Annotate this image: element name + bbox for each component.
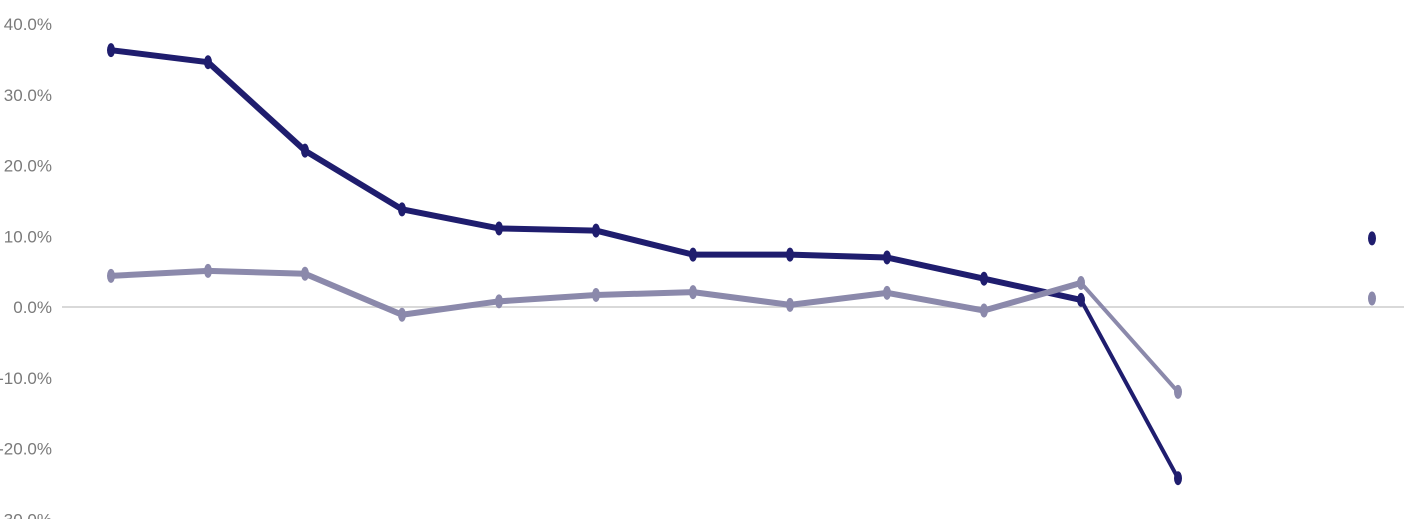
y-tick-label: -10.0% [0, 369, 52, 388]
series-1-point [980, 271, 988, 286]
series-1-point [398, 202, 406, 217]
y-tick-label: 10.0% [4, 227, 52, 246]
series-1-point [107, 43, 115, 58]
series-2-point [1368, 291, 1376, 306]
series-2-line-segment [690, 289, 793, 308]
series-2-line-segment [1079, 280, 1180, 394]
series-1-line-segment [496, 225, 599, 234]
series-2-point [786, 297, 794, 312]
series-1-line-segment [205, 59, 308, 154]
series-1-line-segment [884, 254, 987, 282]
y-tick-label: -30.0% [0, 510, 52, 519]
y-axis: 40.0% 30.0% 20.0% 10.0% 0.0% -10.0% -20.0% -30.… [0, 15, 52, 519]
series-1-line-segment [1079, 297, 1180, 481]
series-2-line-segment [593, 289, 696, 298]
series-2-line-segment [496, 291, 599, 305]
series-2-point [980, 303, 988, 318]
series-1-line-segment [302, 147, 405, 213]
series-2-line-segment [399, 298, 502, 318]
series-2-point [592, 287, 600, 302]
y-tick-label: 0.0% [13, 298, 52, 317]
series-1-line-segment [981, 275, 1084, 303]
series-1-line-segment [399, 206, 502, 232]
series-1-point [689, 247, 697, 262]
series-2-point [495, 294, 503, 309]
series-2-line-segment [108, 267, 211, 279]
series-1-line-segment [593, 227, 696, 258]
y-tick-label: 20.0% [4, 157, 52, 176]
series-2-line-segment [884, 289, 987, 314]
series-2-point [883, 285, 891, 300]
series-1-point [1368, 231, 1376, 246]
series-2-line-segment [787, 289, 890, 308]
series-1-point [1174, 471, 1182, 486]
series-1-point [592, 223, 600, 238]
series-layer [107, 43, 1376, 486]
y-tick-label: 30.0% [4, 86, 52, 105]
y-tick-label: -20.0% [0, 440, 52, 459]
series-1-line-segment [108, 47, 211, 66]
series-1-point [495, 221, 503, 236]
series-2-point [204, 263, 212, 278]
series-1-point [1077, 292, 1085, 307]
series-1-point [786, 247, 794, 262]
series-1-point [204, 55, 212, 70]
series-2-point [689, 285, 697, 300]
series-1-point [301, 143, 309, 158]
series-1-point [883, 250, 891, 265]
series-2-point [301, 266, 309, 281]
series-2-line-segment [205, 267, 308, 277]
series-2-line-segment [302, 270, 405, 318]
series-2 [107, 263, 1376, 399]
series-2-point [107, 268, 115, 283]
series-2-point [1077, 275, 1085, 290]
series-1 [107, 43, 1376, 486]
series-2-line-segment [981, 279, 1084, 314]
series-2-point [1174, 384, 1182, 399]
y-tick-label: 40.0% [4, 15, 52, 34]
series-2-point [398, 307, 406, 322]
series-1-line-segment [787, 251, 890, 261]
